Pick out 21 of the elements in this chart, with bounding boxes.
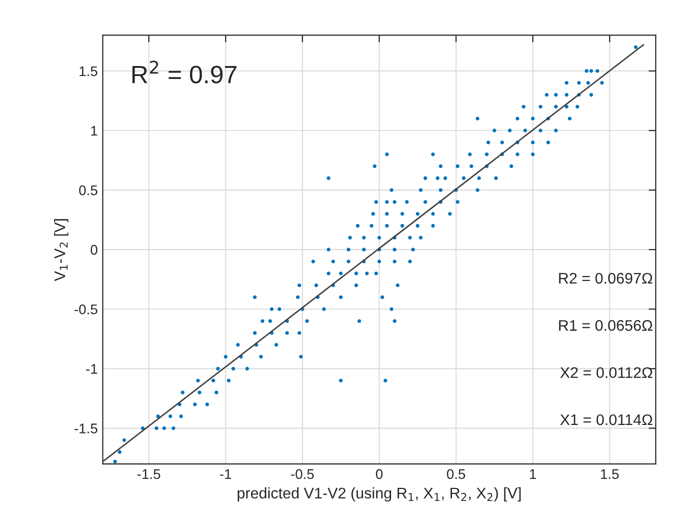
annotation: X1 = 0.0114Ω	[560, 414, 652, 426]
x-tick-label: -0.5	[291, 469, 314, 479]
annotation: X2 = 0.0112Ω	[560, 367, 652, 378]
x-tick-label: 0.5	[446, 469, 466, 479]
y-axis-title: V$_{1}$-V$_{2}$ [V]	[54, 219, 68, 282]
x-tick-label: -1.5	[137, 469, 160, 479]
y-tick-label: 0.5	[79, 185, 98, 196]
y-tick-label: 1.5	[80, 66, 98, 76]
annotation: R2 = 0.0697Ω	[559, 272, 652, 284]
text: predicted V1-V2 (using R$_{1}$, X$_{1}$, R$_{2}$, X$_{2}$) [V]	[238, 487, 521, 502]
y-tick-label: -0.5	[74, 304, 98, 314]
x-tick-label: 1	[530, 469, 536, 479]
y-tick-label: -1	[86, 364, 98, 374]
x-tick-label: -1	[220, 469, 232, 479]
annotation: R$^{2}$ = 0.97	[132, 60, 236, 84]
y-tick-label: 1	[91, 126, 98, 136]
x-tick-label: 1.5	[601, 469, 619, 479]
y-tick-label: 0	[90, 244, 98, 255]
x-tick-label: 0	[376, 469, 383, 479]
annotation: R1 = 0.0656Ω	[559, 320, 652, 331]
y-tick-label: -1.5	[74, 424, 98, 434]
